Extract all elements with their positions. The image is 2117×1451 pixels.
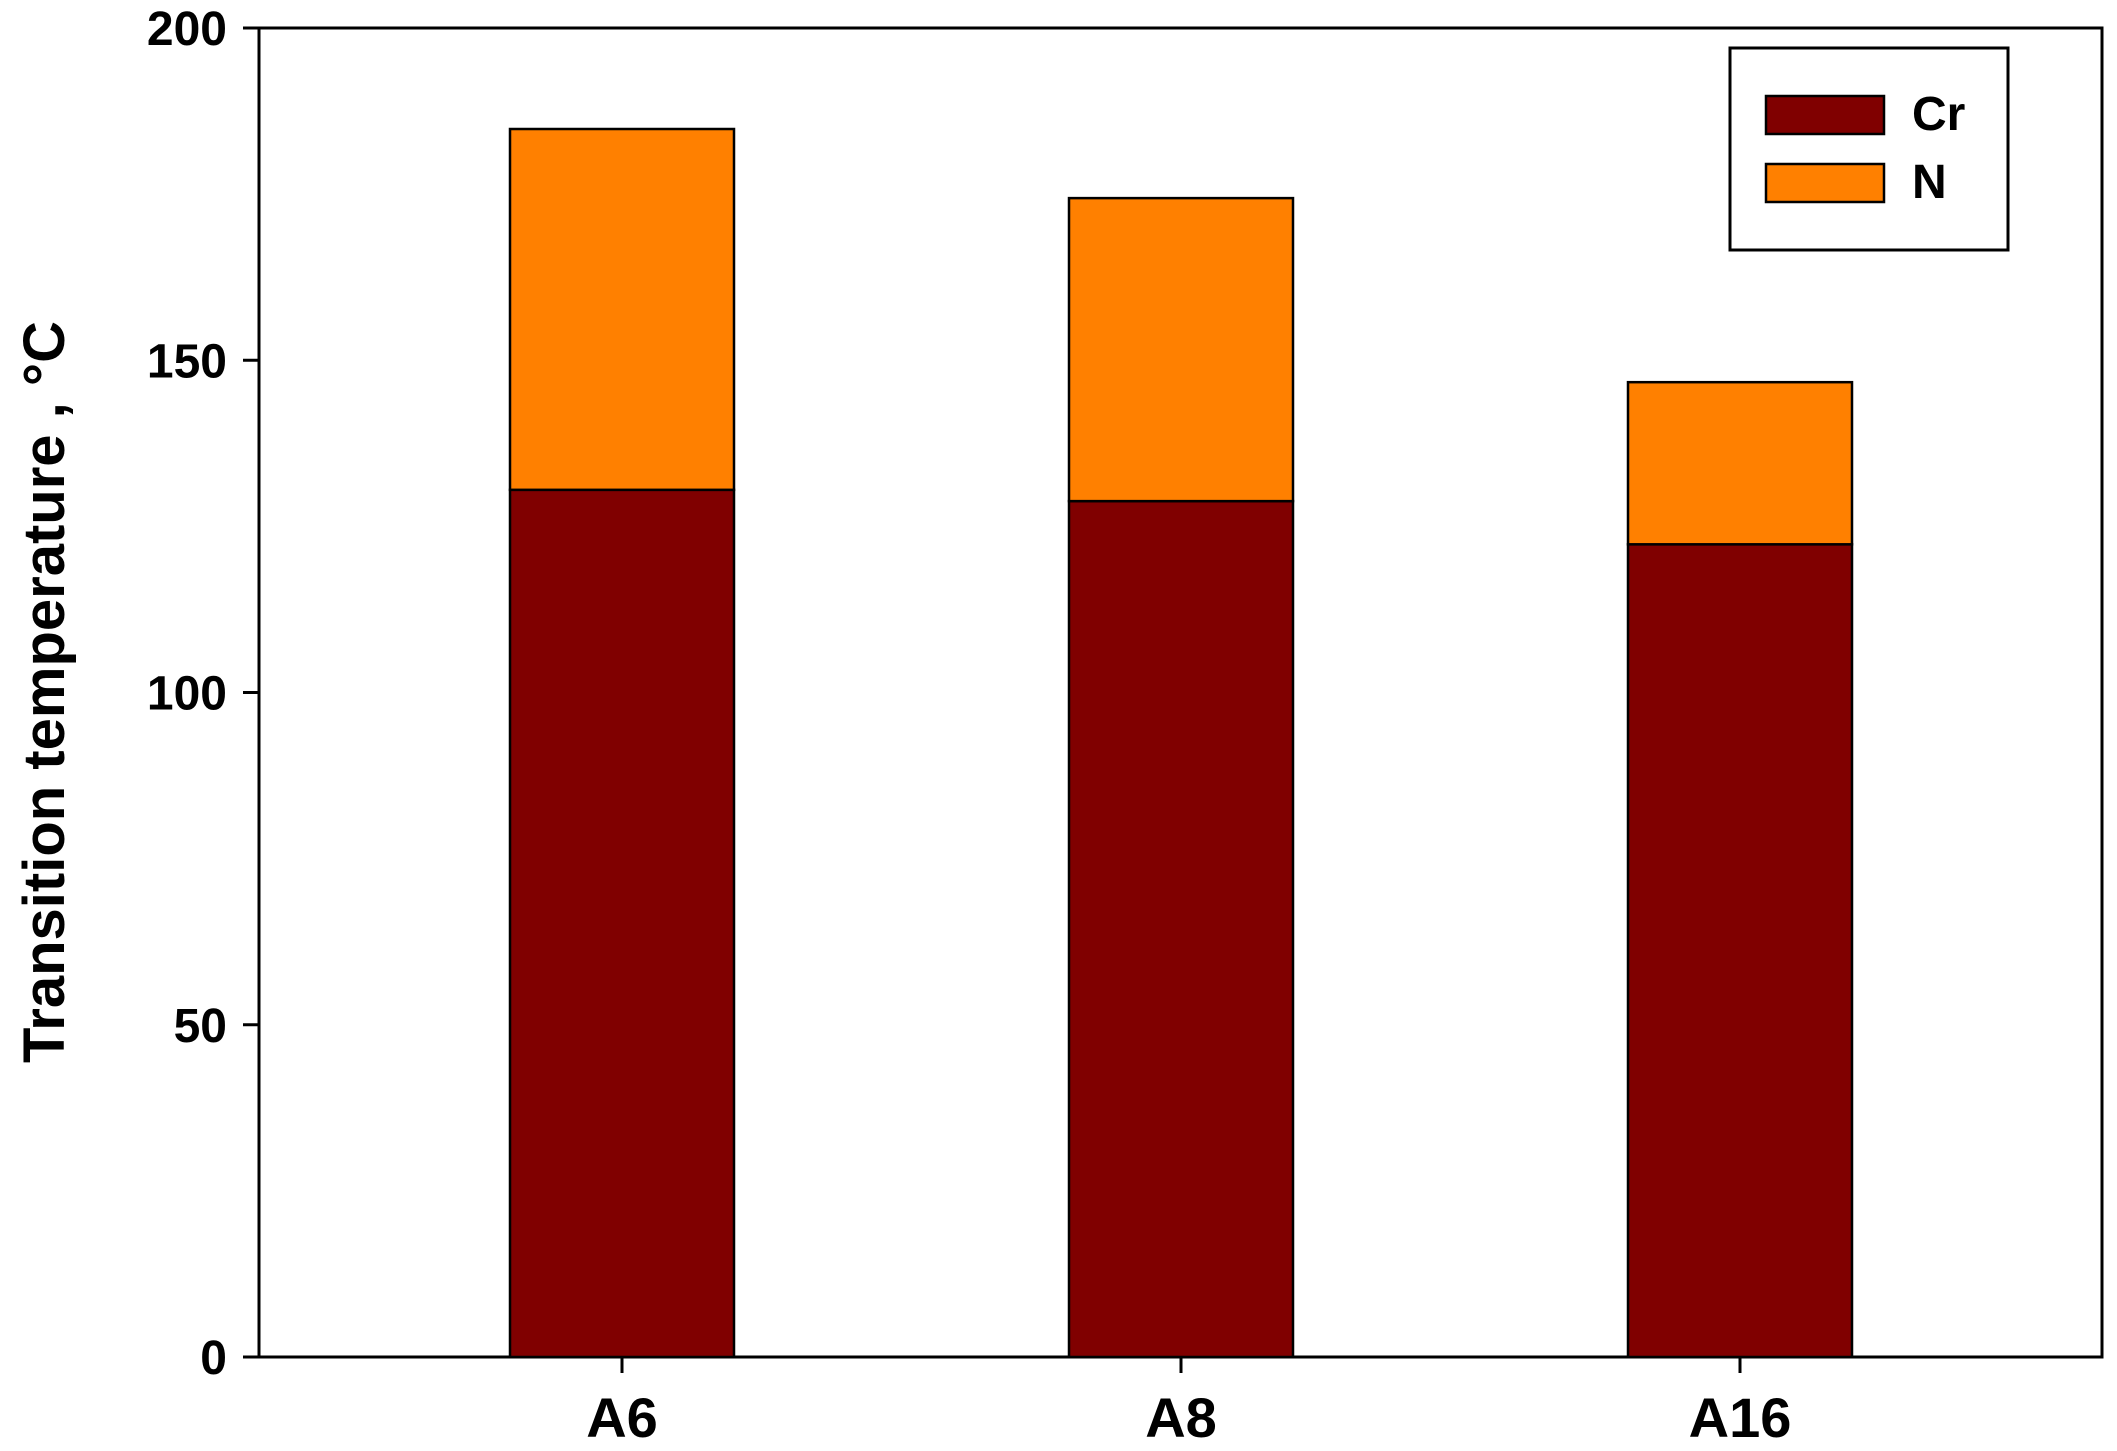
legend-label-cr: Cr (1912, 88, 1965, 141)
y-axis: 0 50 100 150 200 (147, 3, 259, 1385)
legend-swatch-n (1764, 162, 1886, 204)
bar-n-a16 (1626, 380, 1854, 546)
bar-cr-a16 (1626, 543, 1854, 1359)
y-tick-label: 0 (200, 1332, 227, 1385)
y-tick-label: 50 (174, 1000, 227, 1053)
bar-cr-a8 (1067, 499, 1295, 1359)
bar-n-a8 (1067, 196, 1295, 503)
bar-cr-a6 (508, 488, 736, 1359)
x-tick-label: A6 (586, 1386, 658, 1449)
y-tick-label: 200 (147, 3, 227, 56)
x-tick-label: A16 (1689, 1386, 1792, 1449)
legend-swatch-cr (1764, 94, 1886, 136)
bars-group (508, 127, 1854, 1359)
legend: Cr N (1728, 46, 2010, 252)
legend-label-n: N (1912, 156, 1947, 209)
y-axis-label: Transition temperature , °C (12, 321, 77, 1063)
x-axis: A6 A8 A16 (586, 1357, 1791, 1449)
bar-n-a6 (508, 127, 736, 492)
y-tick-label: 100 (147, 668, 227, 721)
y-tick-label: 150 (147, 335, 227, 388)
legend-box (1728, 46, 2010, 252)
x-tick-label: A8 (1145, 1386, 1217, 1449)
